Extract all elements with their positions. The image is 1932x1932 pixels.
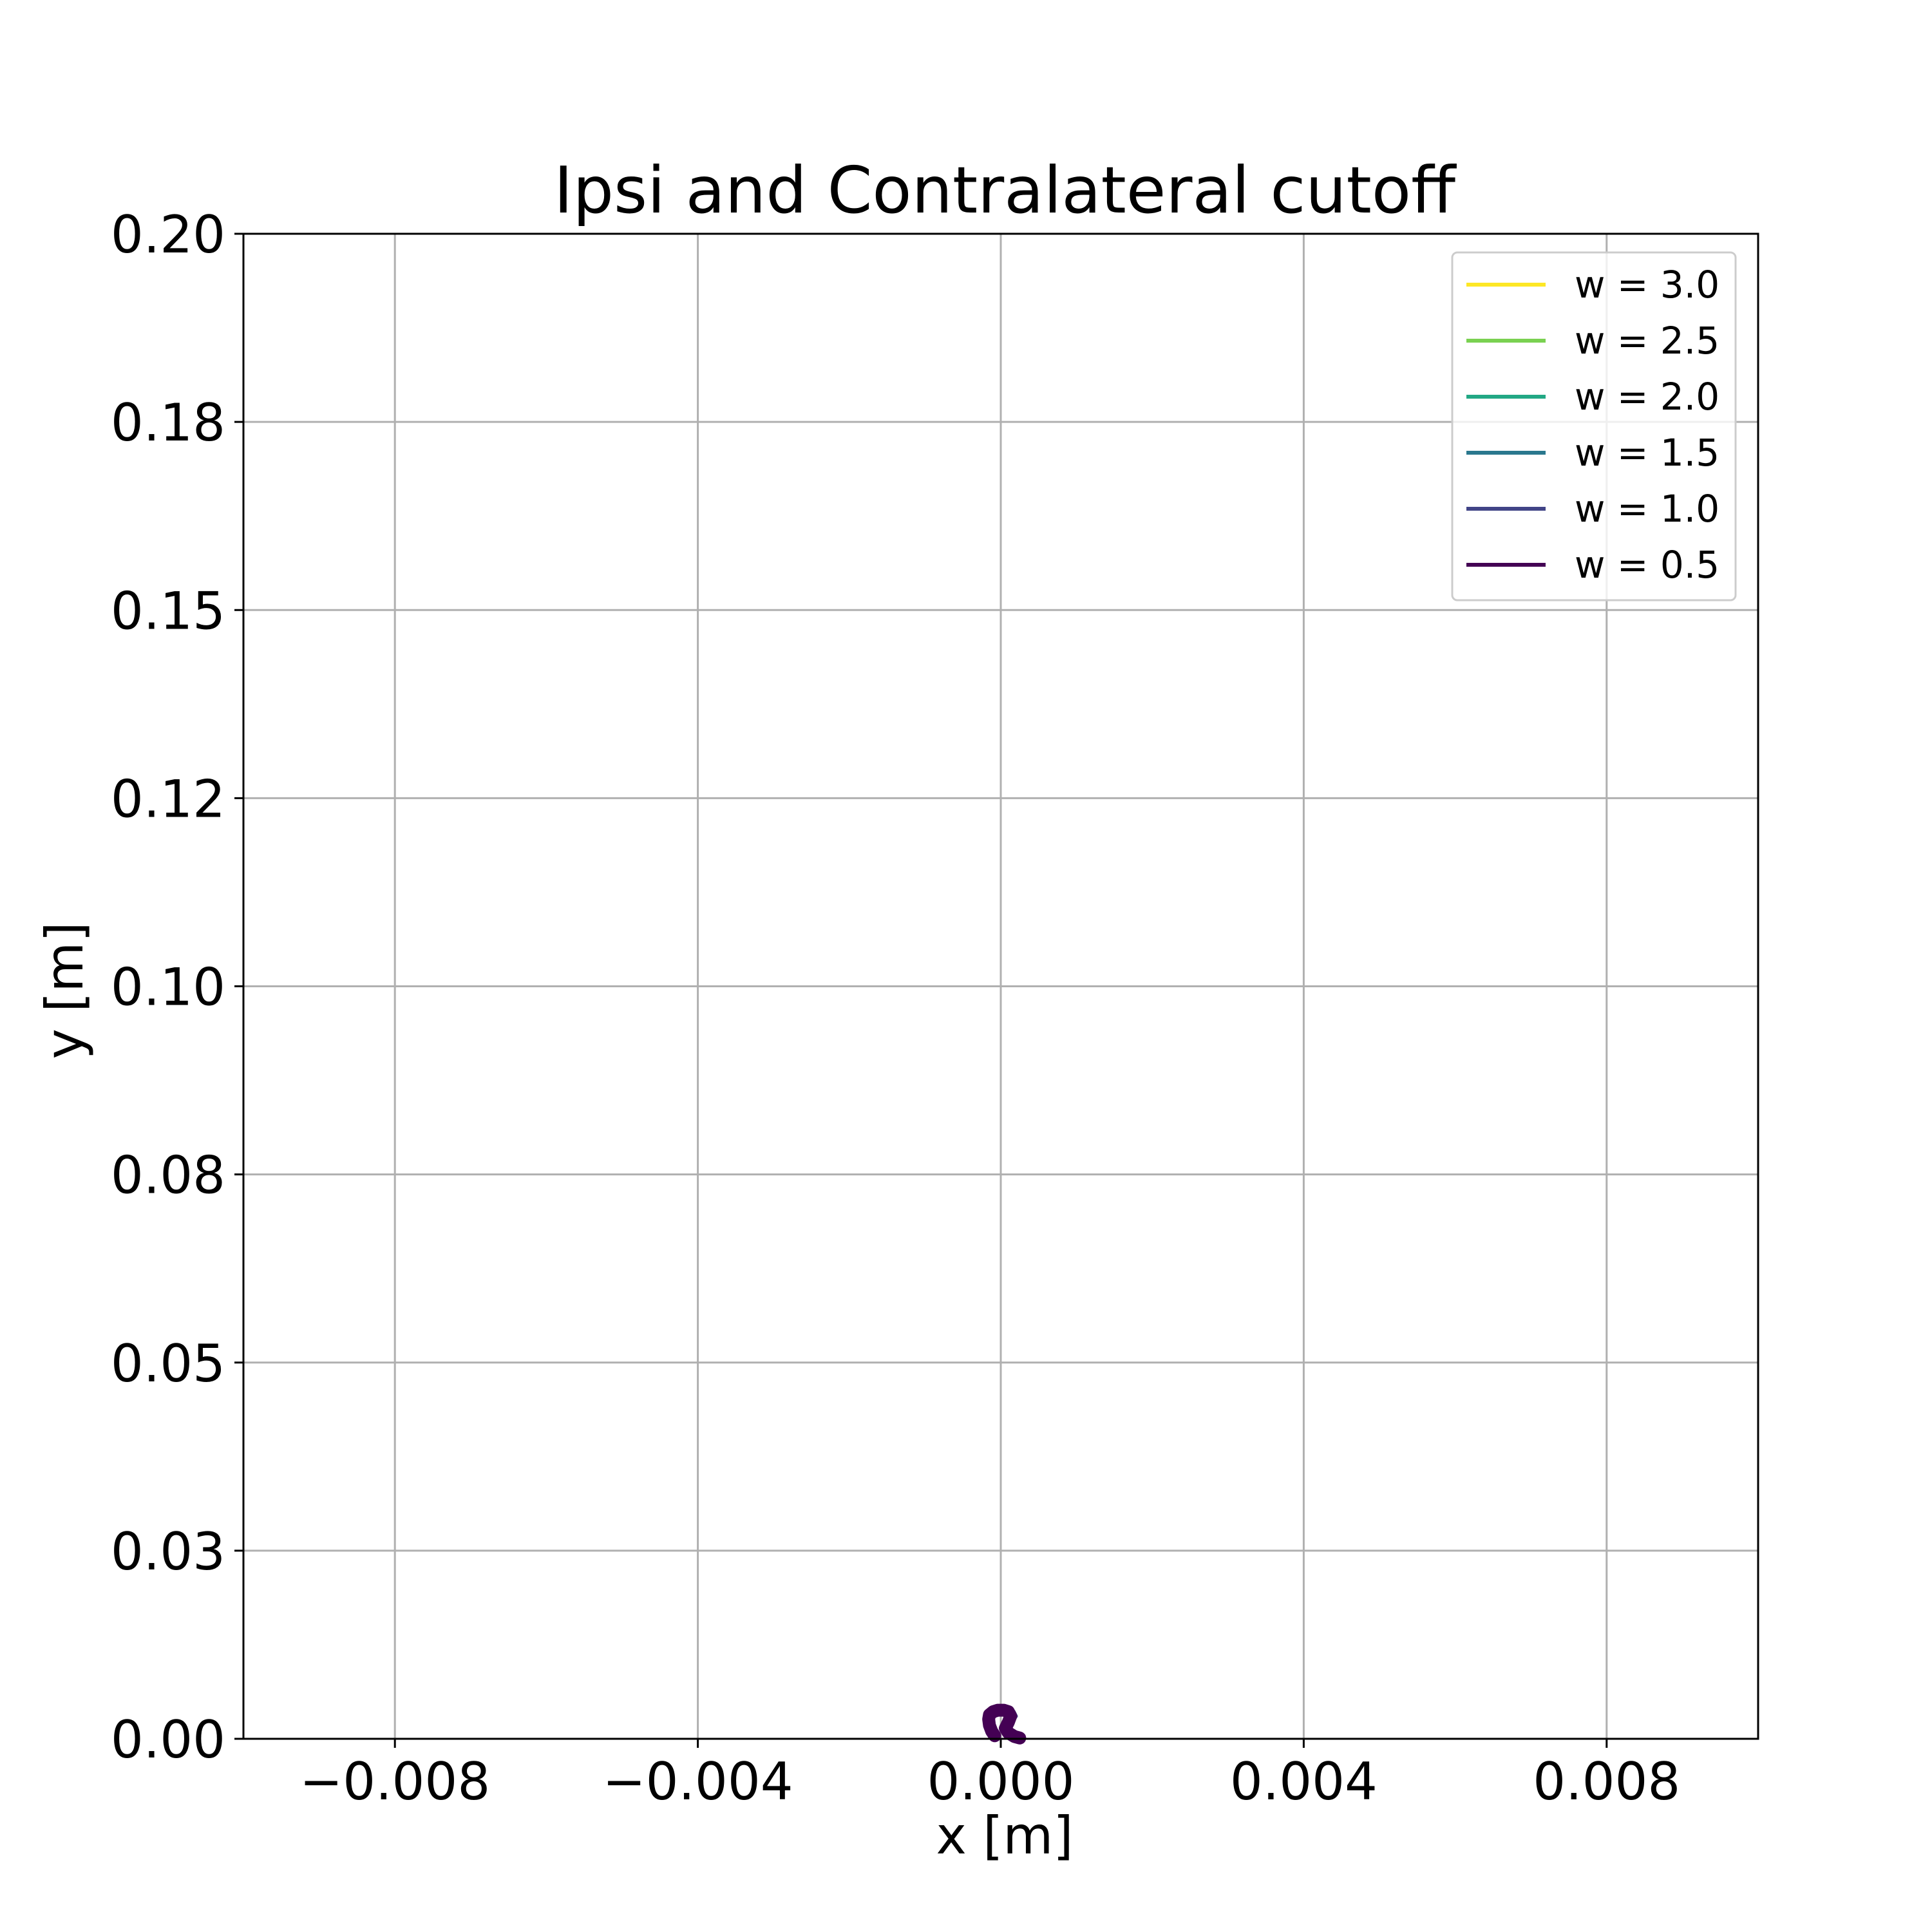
y-tick-label: 0.08 xyxy=(111,1146,225,1206)
legend-label: w = 2.0 xyxy=(1575,375,1719,419)
legend-label: w = 3.0 xyxy=(1575,263,1719,307)
x-tick-label: 0.000 xyxy=(927,1752,1074,1812)
y-tick-label: 0.18 xyxy=(111,393,225,453)
series-line xyxy=(982,1703,1027,1745)
legend-label: w = 0.5 xyxy=(1575,543,1719,587)
x-tick-label: 0.004 xyxy=(1230,1752,1378,1812)
legend-label: w = 2.5 xyxy=(1575,319,1719,363)
x-tick-label: 0.008 xyxy=(1533,1752,1680,1812)
y-tick-label: 0.12 xyxy=(111,769,225,829)
y-tick-label: 0.20 xyxy=(111,205,225,265)
series-layer xyxy=(982,1703,1027,1745)
y-tick-label: 0.15 xyxy=(111,581,225,641)
legend-label: w = 1.0 xyxy=(1575,487,1719,531)
y-tick-label: 0.03 xyxy=(111,1522,225,1582)
y-axis-label: y [m] xyxy=(35,922,95,1059)
x-axis-ticks: −0.008 −0.004 0.000 0.004 0.008 xyxy=(299,1739,1680,1812)
y-tick-label: 0.00 xyxy=(111,1710,225,1770)
y-axis-ticks: 0.00 0.03 0.05 0.08 0.10 0.12 0.15 0.18 0.20 xyxy=(111,205,243,1770)
legend: w = 3.0 w = 2.5 w = 2.0 w = 1.5 w = 1.0 w = 0… xyxy=(1451,251,1737,601)
legend-label: w = 1.5 xyxy=(1575,431,1719,475)
x-axis-label: x [m] xyxy=(936,1806,1073,1866)
y-tick-label: 0.05 xyxy=(111,1334,225,1394)
chart-title: Ipsi and Contralateral cutoff xyxy=(554,153,1457,228)
y-tick-label: 0.10 xyxy=(111,958,225,1018)
x-tick-label: −0.008 xyxy=(299,1752,490,1812)
x-tick-label: −0.004 xyxy=(603,1752,793,1812)
